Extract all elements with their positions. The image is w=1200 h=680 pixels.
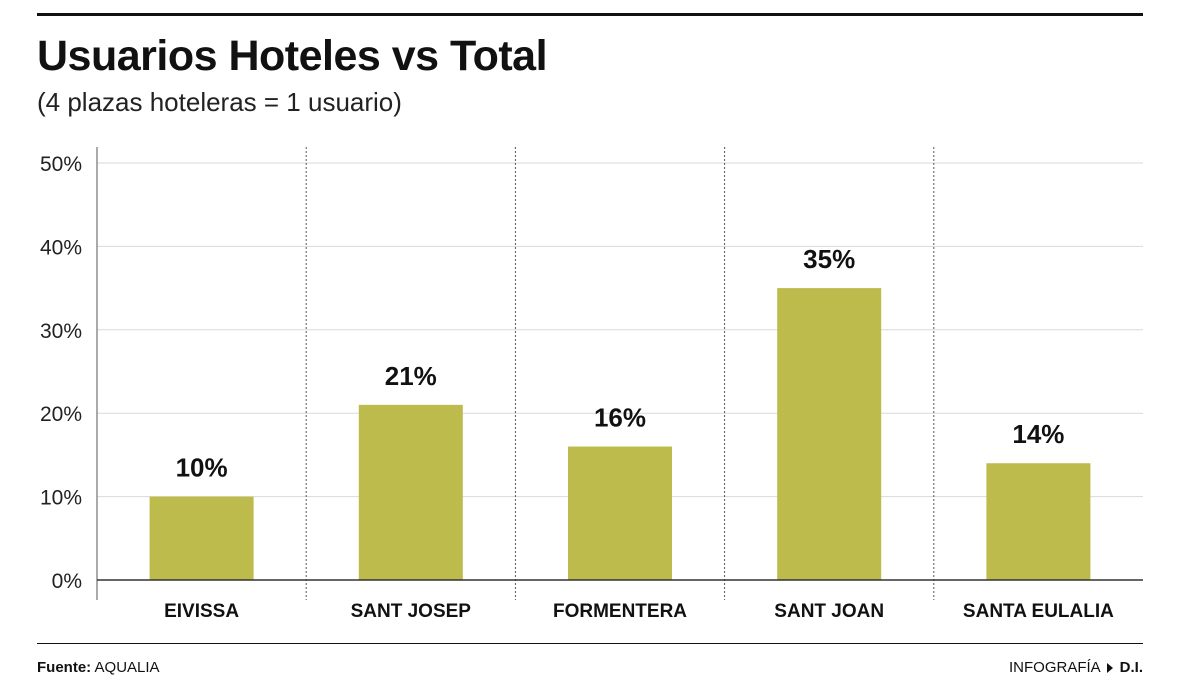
y-tick-label: 0% bbox=[52, 570, 82, 593]
bar bbox=[777, 288, 882, 580]
source-credit: Fuente: AQUALIA bbox=[37, 659, 160, 677]
data-label: 14% bbox=[1012, 419, 1064, 449]
x-tick-label: SANTA EULALIA bbox=[963, 601, 1114, 622]
bar bbox=[358, 404, 463, 580]
y-tick-label: 30% bbox=[40, 320, 82, 343]
x-tick-label: FORMENTERA bbox=[553, 601, 687, 622]
bar bbox=[568, 446, 672, 580]
source-label: Fuente: bbox=[37, 659, 92, 676]
bar bbox=[986, 463, 1091, 580]
x-tick-label: SANT JOAN bbox=[774, 601, 884, 622]
y-tick-label: 20% bbox=[40, 403, 82, 426]
x-tick-label: SANT JOSEP bbox=[351, 601, 472, 622]
x-tick-label: EIVISSA bbox=[164, 601, 239, 622]
credit-label: INFOGRAFÍA bbox=[1008, 659, 1101, 676]
chart-subtitle: (4 plazas hoteleras = 1 usuario) bbox=[37, 87, 402, 117]
data-label: 16% bbox=[594, 403, 646, 433]
y-tick-label: 50% bbox=[40, 153, 82, 176]
credit-brand: D.I. bbox=[1119, 659, 1143, 676]
y-tick-label: 10% bbox=[40, 487, 82, 510]
chart-title: Usuarios Hoteles vs Total bbox=[37, 32, 548, 80]
data-label: 10% bbox=[176, 453, 228, 483]
y-tick-label: 40% bbox=[40, 236, 82, 259]
data-label: 35% bbox=[803, 244, 855, 274]
data-label: 21% bbox=[385, 361, 437, 391]
bar bbox=[149, 496, 254, 580]
infographic-credit: INFOGRAFÍA D.I. bbox=[1009, 659, 1143, 677]
top-rule bbox=[37, 13, 1143, 16]
bottom-rule bbox=[37, 643, 1143, 644]
source-value: AQUALIA bbox=[94, 659, 160, 676]
triangle-right-icon bbox=[1106, 663, 1113, 673]
